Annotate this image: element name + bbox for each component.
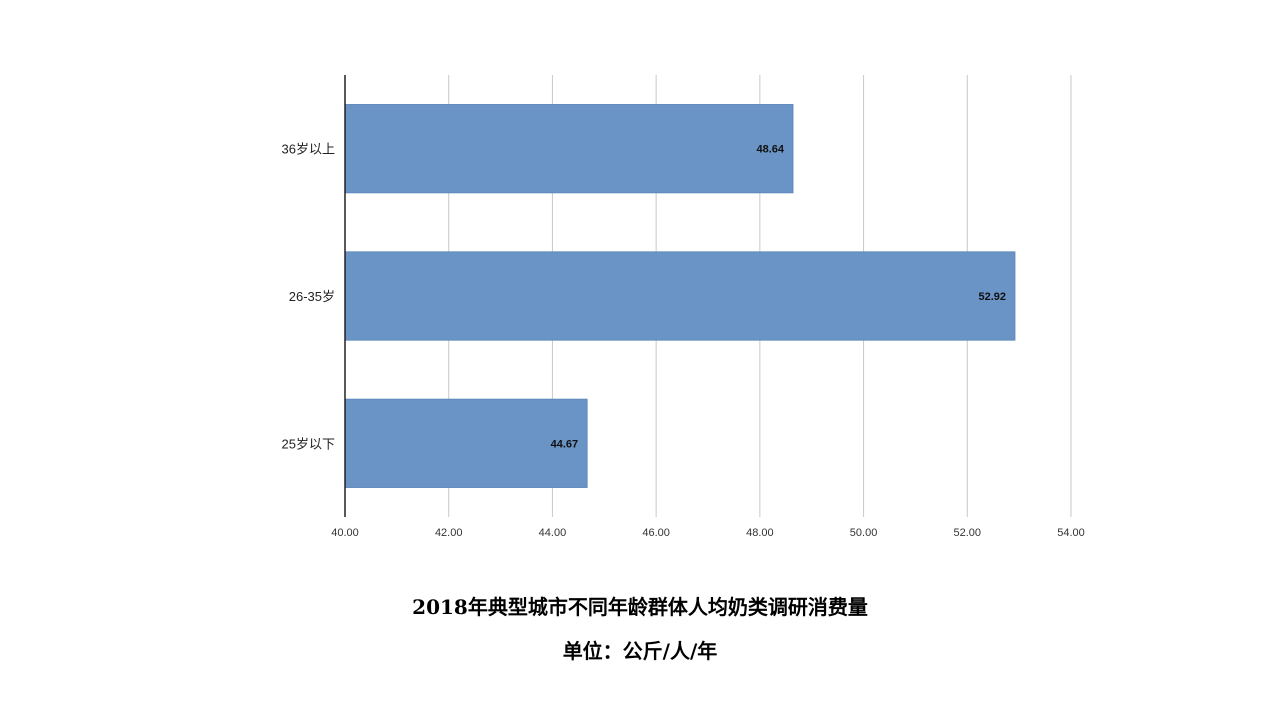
data-label: 52.92 [978,291,1006,303]
data-labels: 44.67 52.92 48.64 [551,144,1006,451]
chart-subtitle: 单位：公斤/人/年 [562,639,718,663]
x-tick-label: 40.00 [331,527,359,539]
category-label: 26-35岁 [289,289,335,304]
x-tick-label: 42.00 [435,527,463,539]
x-tick-label: 44.00 [539,527,567,539]
x-tick-label: 54.00 [1057,527,1085,539]
bar [344,251,1016,341]
category-labels: 25岁以下 26-35岁 36岁以上 [282,142,335,452]
category-label: 25岁以下 [282,436,335,451]
x-tick-labels: 40.00 42.00 44.00 46.00 48.00 50.00 52.00 54.00 [331,527,1085,539]
category-label: 36岁以上 [282,142,335,157]
bar [344,104,794,194]
bar [344,398,588,488]
x-tick-label: 46.00 [642,527,670,539]
chart-title: 2018年典型城市不同年龄群体人均奶类调研消费量 [412,595,868,619]
x-tick-label: 48.00 [746,527,774,539]
x-tick-label: 52.00 [954,527,982,539]
bars [344,104,1016,488]
data-label: 44.67 [551,438,579,450]
x-tick-label: 50.00 [850,527,878,539]
data-label: 48.64 [757,144,785,156]
